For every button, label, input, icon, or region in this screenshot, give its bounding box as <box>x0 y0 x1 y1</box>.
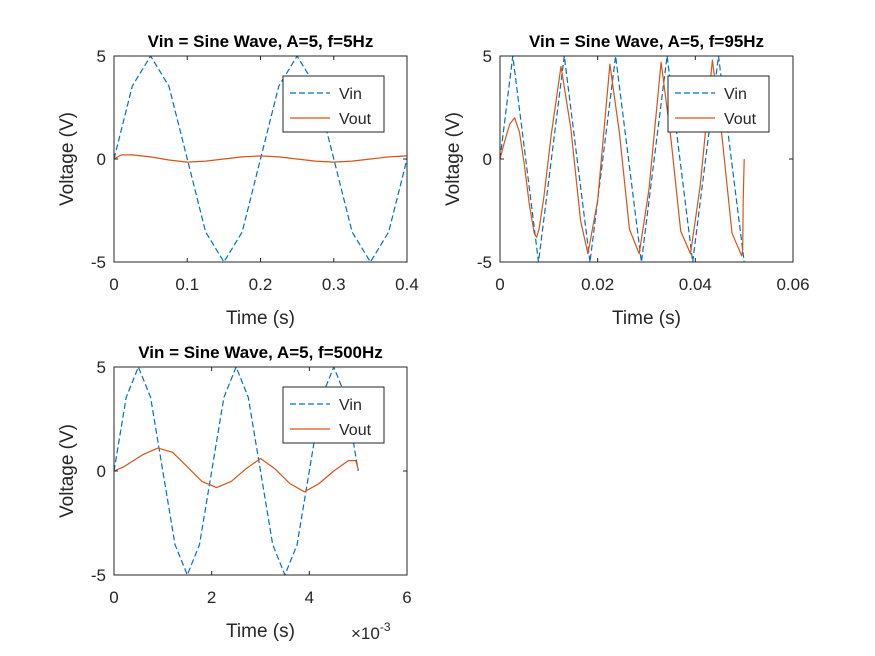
legend-box <box>667 75 770 133</box>
y-tick-label: 5 <box>483 47 492 66</box>
x-axis-label: Time (s) <box>226 308 295 329</box>
y-tick-label: -5 <box>91 253 106 272</box>
legend-label-vin: Vin <box>339 397 362 414</box>
legend-label-vout: Vout <box>339 422 372 439</box>
legend-label-vin: Vin <box>724 86 747 103</box>
y-tick-label: 5 <box>97 47 106 66</box>
x-axis-label: Time (s) <box>226 621 295 642</box>
x-tick-label: 0.06 <box>776 275 809 294</box>
legend: Vin Vout <box>282 386 385 444</box>
legend-label-vout: Vout <box>724 111 757 128</box>
x-tick-label: 0.02 <box>581 275 614 294</box>
x-tick-label: 6 <box>402 588 411 607</box>
series-line-vin <box>114 55 407 263</box>
legend-label-vin: Vin <box>339 86 362 103</box>
legend-box <box>282 386 385 444</box>
x-tick-label: 0.3 <box>322 275 346 294</box>
x-exponent-label: ×10-3 <box>351 620 391 643</box>
y-tick-label: 0 <box>97 462 106 481</box>
series-group <box>114 55 407 263</box>
x-tick-label: 2 <box>207 588 216 607</box>
x-axis-label: Time (s) <box>612 308 681 329</box>
y-axis-label: Voltage (V) <box>443 112 464 206</box>
y-tick-label: 5 <box>97 358 106 377</box>
series-line-vout <box>114 447 359 493</box>
x-tick-label: 0.1 <box>175 275 199 294</box>
x-tick-label: 0.2 <box>249 275 273 294</box>
series-line-vout <box>114 154 407 163</box>
y-tick-label: -5 <box>91 566 106 585</box>
y-axis-label: Voltage (V) <box>57 424 78 518</box>
x-tick-label: 0.04 <box>679 275 712 294</box>
y-axis-label: Voltage (V) <box>57 112 78 206</box>
legend-box <box>282 75 385 133</box>
x-tick-label: 0 <box>495 275 504 294</box>
x-exponent-base: ×10 <box>351 624 380 643</box>
x-tick-label: 4 <box>305 588 314 607</box>
chart-title: Vin = Sine Wave, A=5, f=5Hz <box>148 32 374 51</box>
legend: Vin Vout <box>282 75 385 133</box>
legend: Vin Vout <box>667 75 770 133</box>
y-tick-label: 0 <box>97 150 106 169</box>
x-tick-label: 0 <box>109 588 118 607</box>
y-tick-label: 0 <box>483 150 492 169</box>
series-line-vin <box>500 55 745 263</box>
chart-title: Vin = Sine Wave, A=5, f=95Hz <box>529 32 764 51</box>
legend-label-vout: Vout <box>339 111 372 128</box>
x-exponent-power: -3 <box>380 620 391 634</box>
y-tick-label: -5 <box>477 253 492 272</box>
chart-title: Vin = Sine Wave, A=5, f=500Hz <box>138 343 383 362</box>
x-tick-label: 0 <box>109 275 118 294</box>
x-tick-label: 0.4 <box>395 275 419 294</box>
